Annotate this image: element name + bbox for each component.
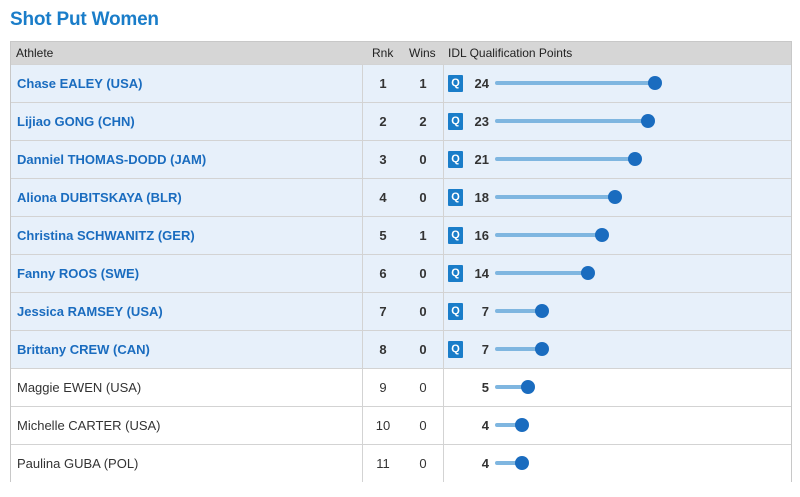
points-bar	[495, 195, 615, 199]
athlete-name-link[interactable]: Chase EALEY (USA)	[11, 65, 363, 102]
qualified-badge: Q	[448, 303, 463, 320]
points-value: 14	[474, 266, 489, 281]
rank-value: 9	[379, 380, 387, 395]
points-dot	[521, 380, 535, 394]
points-value: 4	[481, 456, 489, 471]
table-row: Paulina GUBA (POL) 11 0 4	[11, 444, 791, 482]
points-value: 7	[481, 304, 489, 319]
qualified-badge: Q	[448, 227, 463, 244]
points-bar	[495, 347, 542, 351]
points-value: 4	[481, 418, 489, 433]
athlete-name-link: Maggie EWEN (USA)	[11, 369, 363, 406]
wins-column-header[interactable]: Wins	[409, 46, 436, 60]
rank-value: 8	[379, 342, 387, 357]
points-bar	[495, 157, 635, 161]
wins-value: 0	[403, 255, 444, 292]
athlete-column-header[interactable]: Athlete	[16, 46, 54, 60]
rank-column-header[interactable]: Rnk	[372, 46, 394, 60]
table-header: Athlete Rnk Wins IDL Qualification Point…	[11, 42, 791, 64]
points-bar	[495, 271, 588, 275]
page-title: Shot Put Women	[10, 9, 159, 30]
table-row: Danniel THOMAS-DODD (JAM) 3 0 Q 21	[11, 140, 791, 178]
athlete-name-link[interactable]: Christina SCHWANITZ (GER)	[11, 217, 363, 254]
points-value: 18	[474, 190, 489, 205]
wins-value: 0	[403, 369, 444, 406]
athlete-name-link: Paulina GUBA (POL)	[11, 445, 363, 482]
rank-value: 7	[379, 304, 387, 319]
rank-value: 3	[379, 152, 387, 167]
qualified-badge: Q	[448, 265, 463, 282]
qualified-badge: Q	[448, 151, 463, 168]
wins-value: 2	[403, 103, 444, 140]
wins-value: 0	[403, 293, 444, 330]
points-dot	[628, 152, 642, 166]
wins-value: 0	[403, 141, 444, 178]
athlete-name-link[interactable]: Danniel THOMAS-DODD (JAM)	[11, 141, 363, 178]
rank-value: 2	[379, 114, 387, 129]
points-dot	[595, 228, 609, 242]
points-column-header[interactable]: IDL Qualification Points	[448, 46, 573, 60]
rank-value: 5	[379, 228, 387, 243]
points-dot	[641, 114, 655, 128]
rank-value: 10	[375, 418, 391, 433]
rank-value: 6	[379, 266, 387, 281]
qualified-badge: Q	[448, 113, 463, 130]
table-row: Christina SCHWANITZ (GER) 5 1 Q 16	[11, 216, 791, 254]
points-bar	[495, 81, 655, 85]
points-value: 5	[481, 380, 489, 395]
points-bar	[495, 119, 648, 123]
rank-value: 11	[376, 456, 390, 471]
table-row: Lijiao GONG (CHN) 2 2 Q 23	[11, 102, 791, 140]
points-dot	[535, 342, 549, 356]
points-dot	[648, 76, 662, 90]
athlete-name-link[interactable]: Aliona DUBITSKAYA (BLR)	[11, 179, 363, 216]
points-bar	[495, 385, 528, 389]
table-row: Michelle CARTER (USA) 10 0 4	[11, 406, 791, 444]
points-bar	[495, 233, 602, 237]
qualified-badge: Q	[448, 341, 463, 358]
points-value: 7	[481, 342, 489, 357]
table-row: Brittany CREW (CAN) 8 0 Q 7	[11, 330, 791, 368]
points-dot	[581, 266, 595, 280]
standings-table: Athlete Rnk Wins IDL Qualification Point…	[10, 41, 792, 482]
athlete-name-link[interactable]: Lijiao GONG (CHN)	[11, 103, 363, 140]
wins-value: 0	[403, 445, 444, 482]
table-row: Fanny ROOS (SWE) 6 0 Q 14	[11, 254, 791, 292]
wins-value: 1	[403, 217, 444, 254]
rank-value: 4	[379, 190, 387, 205]
table-row: Chase EALEY (USA) 1 1 Q 24	[11, 64, 791, 102]
qualified-badge: Q	[448, 189, 463, 206]
points-value: 21	[474, 152, 489, 167]
points-value: 23	[474, 114, 489, 129]
table-row: Maggie EWEN (USA) 9 0 5	[11, 368, 791, 406]
points-dot	[608, 190, 622, 204]
table-row: Jessica RAMSEY (USA) 7 0 Q 7	[11, 292, 791, 330]
points-value: 24	[474, 76, 489, 91]
qualified-badge: Q	[448, 75, 463, 92]
points-dot	[515, 418, 529, 432]
table-body: Chase EALEY (USA) 1 1 Q 24 Lijiao GONG (CHN) 2…	[11, 64, 791, 482]
points-dot	[535, 304, 549, 318]
athlete-name-link[interactable]: Fanny ROOS (SWE)	[11, 255, 363, 292]
wins-value: 0	[403, 331, 444, 368]
wins-value: 0	[403, 179, 444, 216]
points-bar	[495, 423, 522, 427]
athlete-name-link[interactable]: Jessica RAMSEY (USA)	[11, 293, 363, 330]
athlete-name-link: Michelle CARTER (USA)	[11, 407, 363, 444]
athlete-name-link[interactable]: Brittany CREW (CAN)	[11, 331, 363, 368]
points-bar	[495, 309, 542, 313]
points-dot	[515, 456, 529, 470]
points-bar	[495, 461, 522, 465]
wins-value: 0	[403, 407, 444, 444]
points-value: 16	[474, 228, 489, 243]
table-row: Aliona DUBITSKAYA (BLR) 4 0 Q 18	[11, 178, 791, 216]
rank-value: 1	[379, 76, 387, 91]
wins-value: 1	[403, 65, 444, 102]
